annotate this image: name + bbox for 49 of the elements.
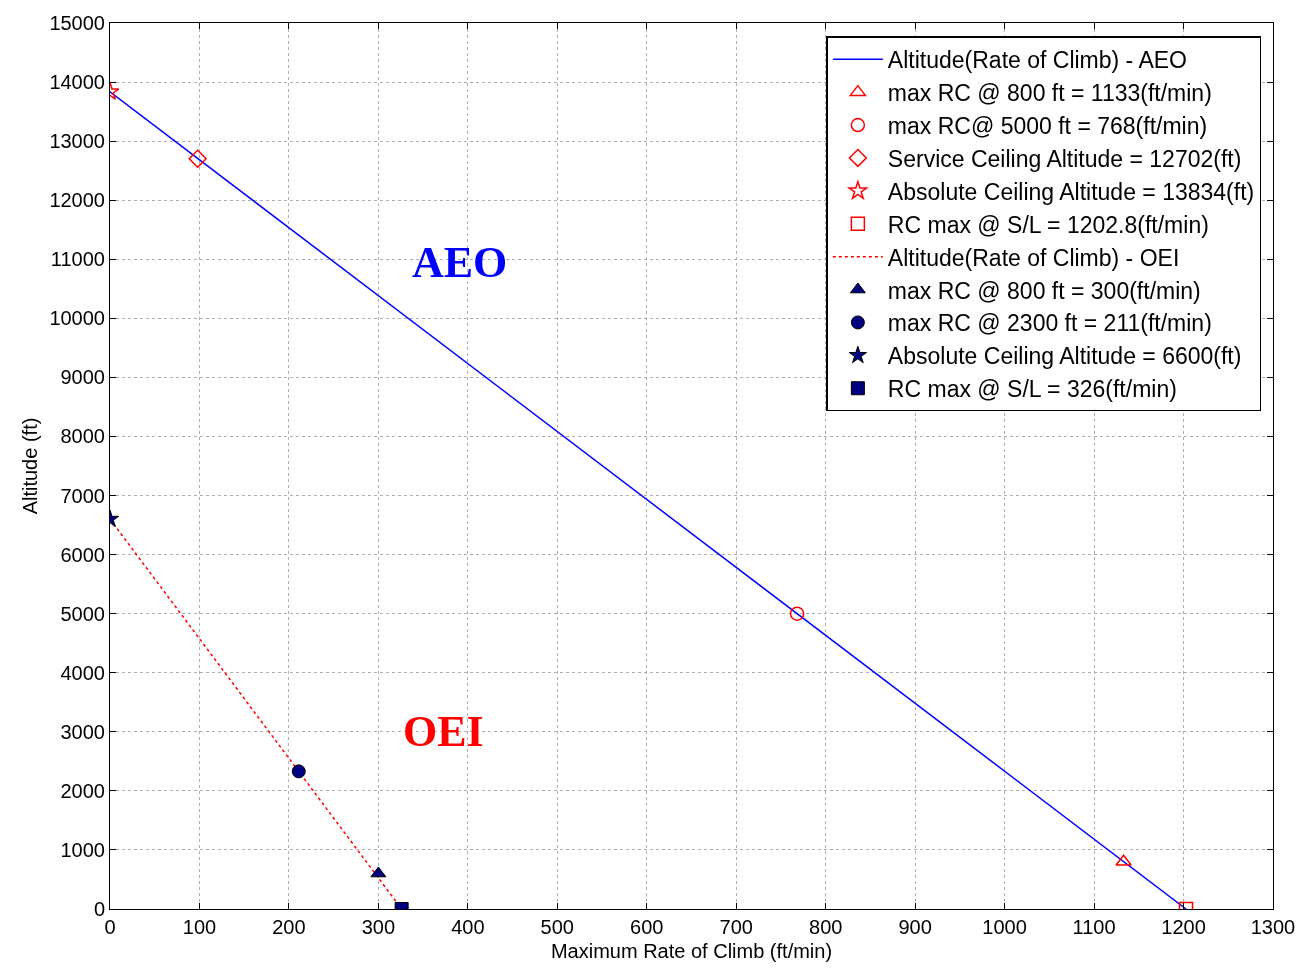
y-tick-label: 12000 [49,189,105,212]
point [789,606,805,621]
y-tick-label: 14000 [49,71,105,94]
y-tick-label: 7000 [60,484,105,507]
legend-label: max RC @ 2300 ft = 211(ft/min) [887,310,1212,337]
x-tick-label: 200 [272,916,306,938]
x-tick-label: 300 [361,916,396,938]
x-tick-label: 1200 [1161,916,1206,938]
y-tick-label: 5000 [60,602,105,625]
point [1115,854,1132,866]
point [370,866,387,878]
y-tick-label: 0 [93,898,105,920]
point [291,764,306,779]
annotation: AEO [412,238,508,287]
point [188,149,207,168]
x-tick-label: 1000 [982,916,1027,938]
x-tick-label: 1300 [1250,916,1296,938]
y-tick-label: 4000 [60,661,105,684]
y-tick-label: 15000 [49,12,105,34]
y-tick-label: 1000 [60,838,105,861]
x-axis-title: Maximum Rate of Climb (ft/min) [550,939,833,962]
x-tick-label: 1100 [1072,916,1116,938]
x-tick-label: 500 [540,916,574,938]
y-tick-label: 10000 [49,307,105,330]
y-tick-label: 2000 [60,779,105,802]
legend-label: RC max @ S/L = 1202.8(ft/min) [887,211,1209,238]
legend-label: Service Ceiling Altitude = 12702(ft) [887,145,1242,172]
y-tick-label: 13000 [49,130,105,153]
y-tick-label: 9000 [60,366,105,389]
y-axis-title: Altitude (ft) [18,417,41,515]
annotation: OEI [403,707,484,756]
legend-label: RC max @ S/L = 326(ft/min) [887,376,1177,403]
legend-label: Altitude(Rate of Climb) - AEO [887,47,1187,74]
legend-label: max RC@ 5000 ft = 768(ft/min) [887,113,1208,140]
legend-label: max RC @ 800 ft = 300(ft/min) [887,277,1201,304]
x-tick-label: 600 [630,916,664,938]
x-tick-label: 400 [451,916,485,938]
legend-label: max RC @ 800 ft = 1133(ft/min) [887,80,1212,107]
x-tick-label: 800 [809,916,843,938]
y-tick-label: 11000 [50,248,105,271]
x-tick-label: 900 [898,916,932,938]
legend-label: Absolute Ceiling Altitude = 6600(ft) [887,343,1242,370]
y-tick-label: 8000 [60,425,105,448]
y-tick-label: 3000 [60,720,105,743]
legend-label: Absolute Ceiling Altitude = 13834(ft) [887,178,1255,205]
x-tick-label: 100 [182,916,217,938]
x-tick-label: 700 [719,916,753,938]
y-tick-label: 6000 [60,543,105,566]
legend-label: Altitude(Rate of Climb) - OEI [887,244,1180,271]
